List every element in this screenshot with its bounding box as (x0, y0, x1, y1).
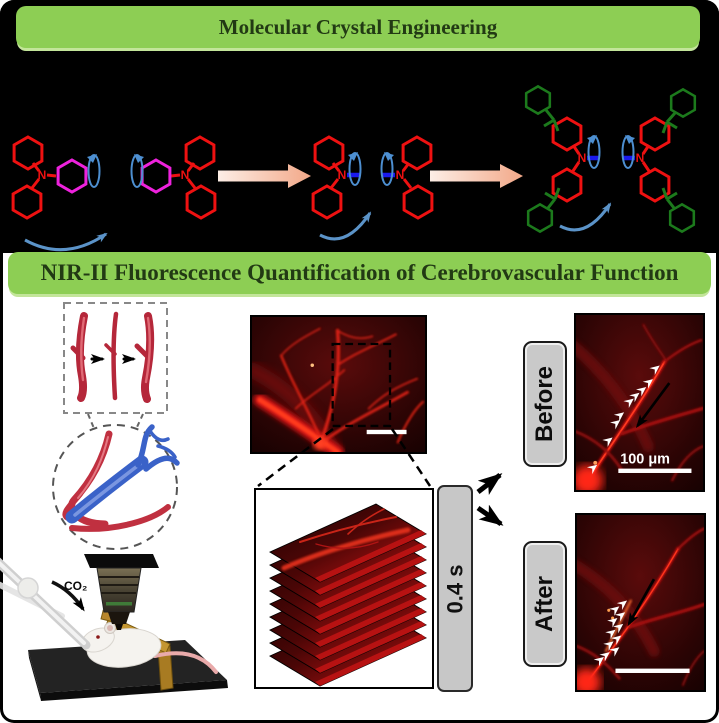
rotation-arrow-icon (347, 151, 362, 186)
banner-molecular-crystal-engineering: Molecular Crystal Engineering (16, 6, 700, 48)
rotation-arrow-icon (86, 153, 101, 188)
diphenylamine-molecule-right: N (380, 135, 434, 220)
before-label: Before (523, 341, 567, 467)
nitrogen-atom-label: N (338, 168, 347, 182)
flow-direction-arrow-icon (627, 578, 656, 627)
image-stack (269, 503, 427, 687)
spirofluorene-molecule-left: N (524, 85, 612, 233)
after-fluorescence-image (575, 513, 706, 692)
nitrogen-atom-label: N (636, 151, 645, 165)
arrow-to-before-icon (476, 473, 503, 495)
motion-curved-arrow-icon (559, 202, 612, 232)
reaction-arrow-icon (430, 164, 523, 188)
triphenylamine-molecule-right: N (130, 135, 217, 220)
experiment-schematic: CO₂ (0, 302, 228, 701)
frame-time-bar: 0.4 s (437, 485, 473, 692)
nitrogen-atom-label: N (578, 151, 587, 165)
rotation-arrow-icon (380, 151, 395, 186)
microscope-objective (84, 554, 159, 630)
spirofluorene-molecule-right: N (621, 88, 697, 233)
artery-vein-icon (52, 424, 180, 550)
nitrogen-atom-label: N (396, 168, 405, 182)
co2-applicator (0, 557, 91, 650)
vessel-change-diagram (63, 302, 168, 414)
mouse-imaging-setup: CO₂ (0, 554, 228, 701)
motion-curved-arrow-icon (319, 211, 372, 241)
scale-bar (366, 429, 407, 435)
banner-nir-ii-quantification: NIR-II Fluorescence Quantification of Ce… (8, 252, 711, 294)
roi-dashed-box (331, 342, 392, 428)
rotation-arrow-icon (621, 134, 636, 169)
rotation-arrow-icon (586, 134, 601, 169)
after-label: After (523, 541, 567, 667)
widefield-fluorescence-image (250, 315, 427, 454)
scale-bar (618, 468, 692, 473)
reaction-arrow-icon (218, 164, 311, 188)
flow-direction-arrow-icon (635, 382, 671, 429)
co2-label: CO₂ (64, 579, 87, 593)
nitrogen-atom-label: N (181, 168, 190, 182)
co2-flow-arrow-icon (51, 580, 85, 612)
scale-bar (615, 668, 690, 673)
scale-bar-label: 100 μm (620, 452, 670, 468)
before-fluorescence-image: 100 μm (574, 313, 705, 492)
molecular-structures-scheme: N N N (11, 85, 697, 252)
triphenylamine-molecule-left: N (11, 135, 108, 252)
image-stack-box (254, 488, 434, 689)
nitrogen-atom-label: N (38, 168, 47, 182)
frame-time-label: 0.4 s (442, 564, 467, 613)
diphenylamine-molecule-left: N (311, 135, 372, 241)
banner-top-title: Molecular Crystal Engineering (218, 14, 498, 39)
motion-curved-arrow-icon (24, 232, 108, 252)
arrow-to-after-icon (476, 504, 504, 527)
banner-middle-title: NIR-II Fluorescence Quantification of Ce… (40, 260, 679, 285)
